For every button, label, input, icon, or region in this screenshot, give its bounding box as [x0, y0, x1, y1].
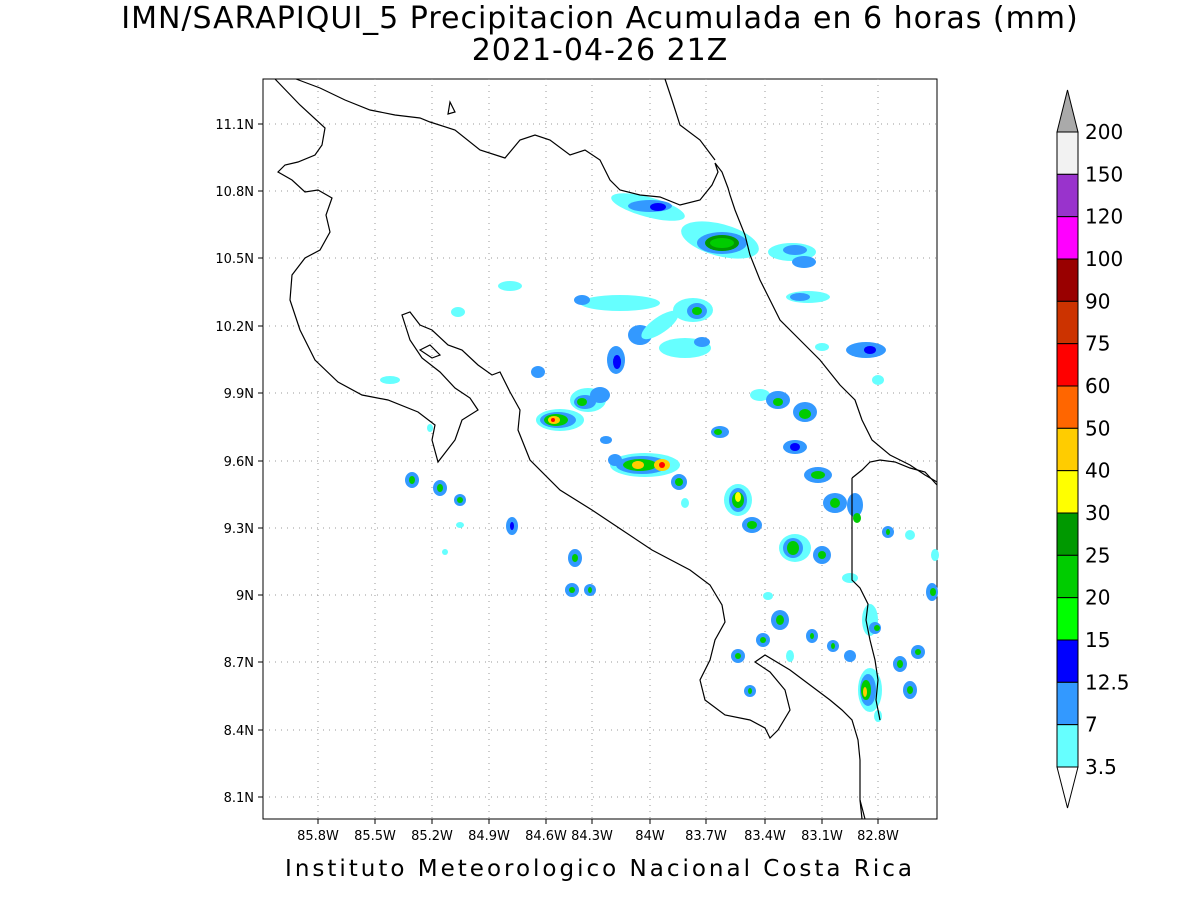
- lat-tick-label: 9.3N: [224, 522, 254, 537]
- colorbar-swatch: [1056, 470, 1079, 514]
- colorbar-label: 120: [1085, 205, 1123, 229]
- colorbar-swatch: [1056, 216, 1079, 260]
- lon-tick-label: 84.3W: [571, 829, 613, 844]
- lat-tick-label: 9.6N: [224, 455, 254, 470]
- colorbar-label: 20: [1085, 586, 1110, 610]
- colorbar-swatch: [1056, 681, 1079, 726]
- lat-tick-label: 8.1N: [224, 791, 254, 806]
- colorbar-swatch: [1056, 343, 1079, 387]
- colorbar-swatch: [1056, 173, 1079, 218]
- institution-footer: Instituto Meteorologico Nacional Costa R…: [285, 856, 915, 882]
- latitude-axis: 11.1N 10.8N 10.5N 10.2N 9.9N 9.6N 9.3N 9N 8.7N 8.…: [215, 118, 263, 806]
- colorbar-label: 60: [1085, 374, 1110, 398]
- lat-tick-label: 8.4N: [224, 724, 254, 739]
- lon-tick-label: 85.2W: [411, 829, 453, 844]
- colorbar-label: 150: [1085, 162, 1123, 186]
- lat-tick-label: 9N: [236, 589, 254, 604]
- colorbar-label: 200: [1085, 120, 1123, 144]
- lon-tick-label: 83.4W: [744, 829, 786, 844]
- colorbar-label: 30: [1085, 501, 1110, 525]
- lat-tick-label: 11.1N: [215, 118, 254, 133]
- colorbar: 200 150 120 100 90 75 60 50 40 30 25 20 15 12.5 7 3.5: [1056, 89, 1130, 809]
- colorbar-label: 7: [1085, 713, 1098, 737]
- map-date: 2021-04-26 21Z: [471, 33, 729, 68]
- colorbar-swatch: [1056, 724, 1079, 768]
- lon-tick-label: 84.9W: [468, 829, 510, 844]
- lon-tick-label: 82.8W: [857, 829, 899, 844]
- graticule: [263, 79, 937, 819]
- lat-tick-label: 10.8N: [215, 185, 254, 200]
- colorbar-swatch: [1056, 427, 1079, 472]
- colorbar-label: 40: [1085, 459, 1110, 483]
- colorbar-label: 12.5: [1085, 670, 1130, 694]
- colorbar-label: 25: [1085, 543, 1110, 567]
- lat-tick-label: 9.9N: [224, 387, 254, 402]
- colorbar-top-arrow: [1056, 89, 1079, 133]
- lat-tick-label: 8.7N: [224, 656, 254, 671]
- longitude-axis: 85.8W 85.5W 85.2W 84.9W 84.6W 84.3W 84W 83.7W 83…: [297, 819, 899, 844]
- colorbar-label: 3.5: [1085, 755, 1117, 779]
- colorbar-swatch: [1056, 597, 1079, 641]
- colorbar-swatch: [1056, 258, 1079, 302]
- colorbar-bottom-arrow: [1056, 766, 1079, 809]
- lat-tick-label: 10.5N: [215, 252, 254, 267]
- lat-tick-label: 10.2N: [215, 320, 254, 335]
- lon-tick-label: 83.1W: [801, 829, 843, 844]
- colorbar-label: 90: [1085, 289, 1110, 313]
- lon-tick-label: 83.7W: [685, 829, 727, 844]
- colorbar-label: 100: [1085, 247, 1123, 271]
- map-title: IMN/SARAPIQUI_5 Precipitacion Acumulada …: [121, 1, 1079, 36]
- colorbar-swatch: [1056, 131, 1079, 175]
- colorbar-swatch: [1056, 385, 1079, 429]
- colorbar-swatch: [1056, 639, 1079, 683]
- colorbar-swatch: [1056, 554, 1079, 599]
- lon-tick-label: 84W: [635, 829, 665, 844]
- lon-tick-label: 85.5W: [354, 829, 396, 844]
- colorbar-label: 50: [1085, 416, 1110, 440]
- coastline: [274, 78, 938, 820]
- lon-tick-label: 85.8W: [297, 829, 339, 844]
- map-frame: [262, 78, 938, 820]
- colorbar-swatch: [1056, 512, 1079, 556]
- colorbar-swatch: [1056, 300, 1079, 345]
- lon-tick-label: 84.6W: [525, 829, 567, 844]
- precipitation-field: [380, 193, 939, 722]
- colorbar-label: 75: [1085, 332, 1110, 356]
- colorbar-label: 15: [1085, 628, 1110, 652]
